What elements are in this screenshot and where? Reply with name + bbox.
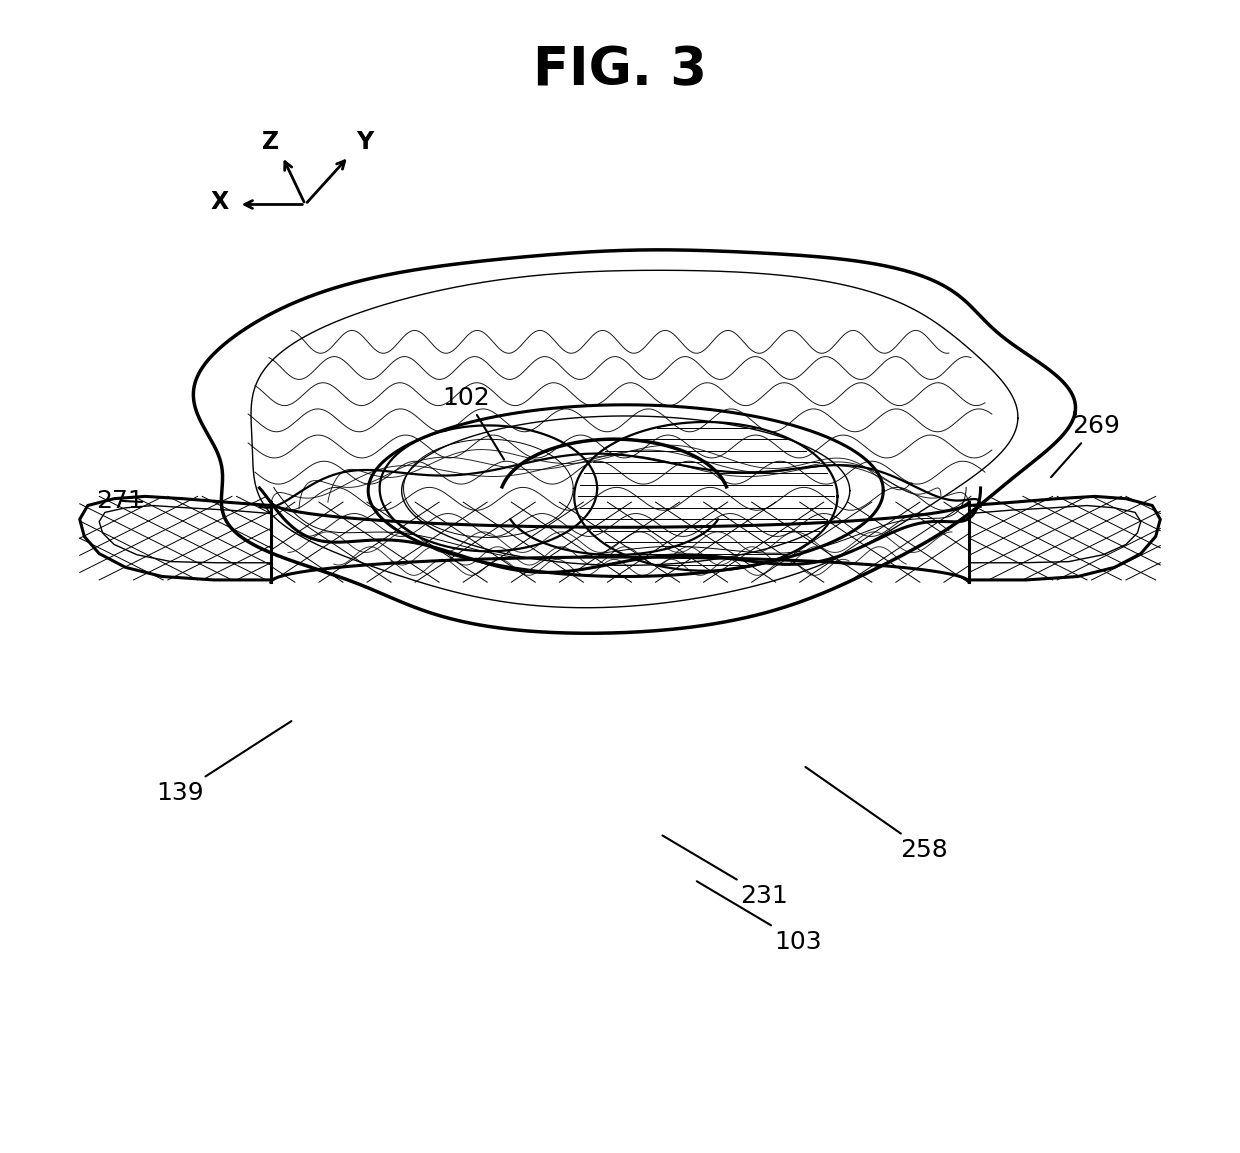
Text: FIG. 3: FIG. 3 (533, 44, 707, 96)
Text: 103: 103 (697, 881, 822, 954)
Text: 139: 139 (156, 721, 291, 805)
Text: 269: 269 (1052, 414, 1120, 477)
Text: 102: 102 (443, 386, 505, 460)
Text: Y: Y (356, 129, 373, 153)
Text: 258: 258 (806, 767, 949, 862)
Text: Z: Z (263, 129, 279, 153)
Text: 271: 271 (95, 489, 144, 513)
Text: X: X (211, 190, 228, 214)
Text: 231: 231 (662, 836, 787, 907)
